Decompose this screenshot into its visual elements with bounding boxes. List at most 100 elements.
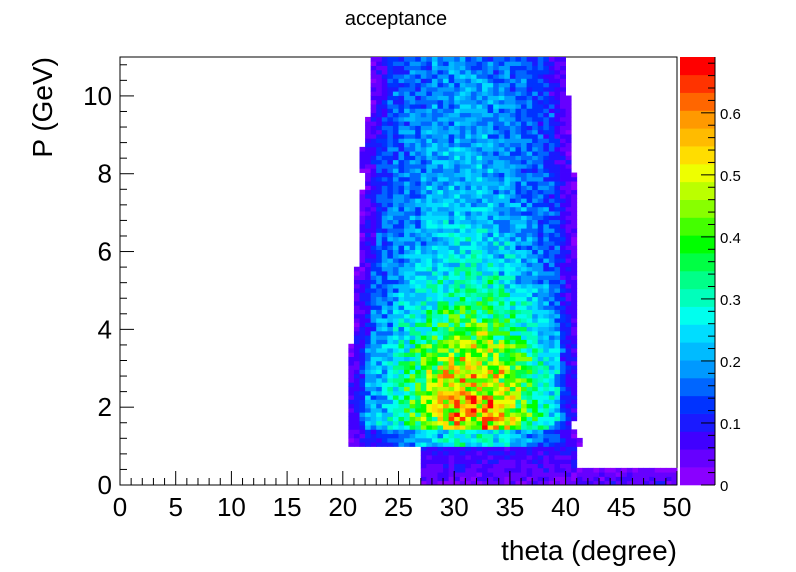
heatmap-cell [420,99,427,105]
heatmap-cell [470,476,477,482]
heatmap-cell [459,296,466,302]
heatmap-cell [392,121,399,126]
heatmap-cell [521,309,528,315]
heatmap-cell [509,360,516,366]
heatmap-cell [504,108,511,114]
heatmap-cell [560,202,566,208]
heatmap-cell [560,403,566,409]
heatmap-cell [554,176,561,182]
heatmap-cell [476,446,483,452]
heatmap-cell [532,202,539,208]
heatmap-cell [459,266,466,272]
heatmap-cell [554,138,561,143]
heatmap-cell [560,296,566,302]
heatmap-cell [487,245,494,250]
heatmap-cell [443,335,450,340]
heatmap-cell [443,476,450,482]
heatmap-cell [515,189,522,195]
heatmap-cell [459,78,466,84]
heatmap-cell [476,442,483,447]
heatmap-cell [443,241,450,246]
heatmap-cell [431,399,438,405]
heatmap-cell [426,215,433,221]
heatmap-cell [509,407,516,413]
heatmap-cell [398,245,405,250]
heatmap-cell [381,129,388,135]
heatmap-cell [443,399,450,405]
heatmap-cell [420,279,427,285]
heatmap-cell [498,99,505,105]
heatmap-cell [509,266,516,272]
heatmap-cell [521,407,528,413]
heatmap-cell [537,74,544,79]
heatmap-cell [521,300,528,306]
heatmap-cell [465,459,472,464]
heatmap-cell [526,65,533,71]
heatmap-cell [470,99,477,105]
heatmap-cell [476,467,483,473]
heatmap-cell [370,322,377,328]
heatmap-cell [515,399,522,405]
heatmap-cell [470,326,477,332]
heatmap-cell [443,176,450,182]
heatmap-cell [387,172,394,178]
heatmap-cell [381,104,388,109]
heatmap-cell [365,138,372,143]
heatmap-cell [392,236,399,242]
heatmap-cell [560,211,566,216]
heatmap-cell [565,95,572,101]
heatmap-cell [426,300,433,306]
heatmap-cell [448,472,455,477]
heatmap-cell [437,292,444,298]
heatmap-cell [554,313,561,319]
heatmap-cell [526,86,533,92]
heatmap-cell [560,416,566,422]
heatmap-cell [537,356,544,362]
heatmap-cell [426,348,433,353]
heatmap-cell [437,407,444,413]
heatmap-cell [560,390,566,396]
heatmap-cell [381,279,388,285]
heatmap-cell [509,399,516,405]
heatmap-cell [504,313,511,319]
heatmap-cell [454,429,461,435]
heatmap-cell [554,91,561,96]
heatmap-cell [420,159,427,165]
heatmap-cell [398,219,405,225]
heatmap-cell [482,57,489,62]
heatmap-cell [638,467,644,473]
heatmap-cell [404,193,411,199]
heatmap-cell [420,146,427,152]
heatmap-cell [370,412,377,417]
heatmap-cell [370,168,377,173]
heatmap-cell [437,472,444,477]
heatmap-cell [359,330,366,336]
heatmap-cell [537,78,544,84]
heatmap-cell [493,164,500,169]
heatmap-cell [560,330,566,336]
heatmap-cell [476,455,483,460]
heatmap-cell [493,382,500,387]
heatmap-cell [443,168,450,173]
heatmap-cell [459,151,466,156]
heatmap-cell [465,193,472,199]
heatmap-cell [420,313,427,319]
heatmap-cell [454,395,461,400]
heatmap-cell [376,181,383,186]
heatmap-cell [470,433,477,439]
heatmap-cell [431,155,438,161]
heatmap-cell [370,99,377,105]
heatmap-cell [543,378,550,383]
heatmap-cell [548,206,555,212]
heatmap-cell [532,223,539,229]
heatmap-cell [376,386,383,392]
heatmap-cell [404,352,411,357]
heatmap-cell [482,266,489,272]
heatmap-cell [387,211,394,216]
heatmap-cell [482,330,489,336]
heatmap-cell [565,356,572,362]
heatmap-cell [376,360,383,366]
heatmap-cell [476,348,483,353]
heatmap-cell [448,309,455,315]
heatmap-cell [526,416,533,422]
